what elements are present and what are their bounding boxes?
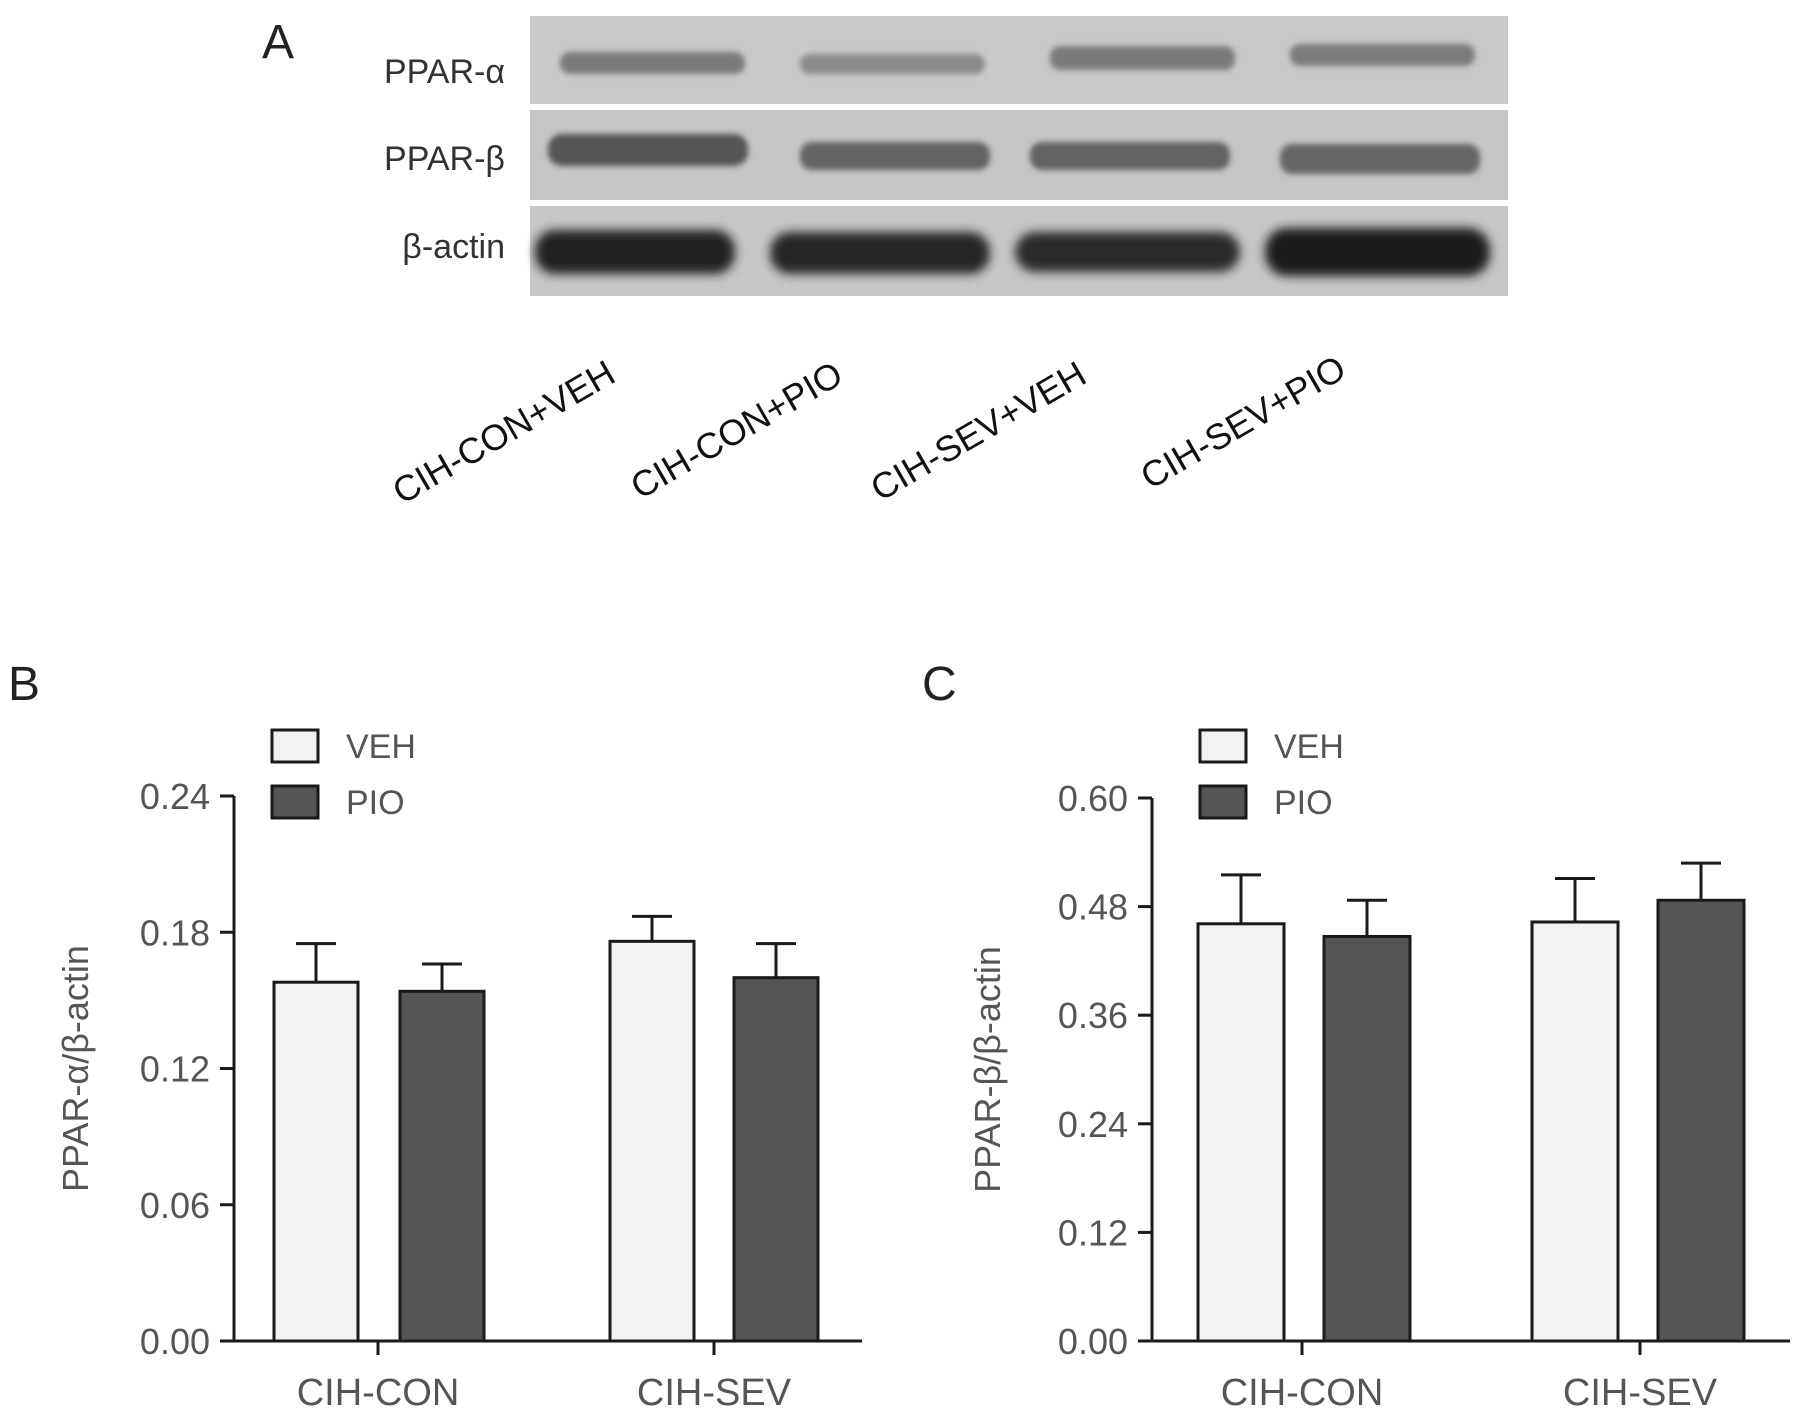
legend: VEH PIO xyxy=(270,728,416,822)
blot-band xyxy=(800,142,990,170)
y-tick-label: 0.12 xyxy=(1058,1212,1128,1253)
legend-swatch-veh xyxy=(270,728,320,764)
y-tick-label: 0.24 xyxy=(140,776,210,817)
y-tick-label: 0.06 xyxy=(140,1185,210,1226)
y-axis-label: PPAR-α/β-actin xyxy=(55,945,96,1192)
panel-b-chart: B VEH PIO PPAR-α/β-actin 0.00 0.06 0.12 0.18 0.2… xyxy=(8,658,862,1414)
y-axis-label: PPAR-β/β-actin xyxy=(967,946,1008,1193)
legend-swatch-veh xyxy=(1198,728,1248,764)
panel-a-label: A xyxy=(262,16,294,69)
legend-label-pio: PIO xyxy=(1274,784,1333,822)
bar-cih-con-pio xyxy=(398,989,486,1343)
y-tick-label: 0.18 xyxy=(140,912,210,953)
bar-cih-sev-pio xyxy=(1656,898,1746,1343)
lane-label-2: CIH-CON+PIO xyxy=(624,353,850,507)
lane-label-3: CIH-SEV+VEH xyxy=(864,353,1093,509)
y-tick-label: 0.00 xyxy=(140,1321,210,1362)
legend-label-pio: PIO xyxy=(346,784,405,822)
blot-band xyxy=(535,230,735,274)
x-tick-label: CIH-SEV xyxy=(1563,1372,1718,1414)
blot-row-label-ppar-beta: PPAR-β xyxy=(384,140,505,178)
y-tick-label: 0.48 xyxy=(1058,887,1128,928)
legend-swatch-pio xyxy=(270,784,320,820)
bar-cih-sev-veh xyxy=(1530,920,1620,1343)
panel-c-chart: C VEH PIO PPAR-β/β-actin 0.00 0.12 0.24 0.36 0.4… xyxy=(922,658,1790,1414)
blot-band xyxy=(1280,144,1480,174)
legend-swatch-pio xyxy=(1198,784,1248,820)
panel-label: C xyxy=(922,658,957,711)
blot-band xyxy=(1290,44,1475,66)
y-tick-label: 0.24 xyxy=(1058,1104,1128,1145)
y-tick-label: 0.00 xyxy=(1058,1321,1128,1362)
bar-cih-con-veh xyxy=(1196,922,1286,1343)
y-tick-label: 0.12 xyxy=(140,1049,210,1090)
panel-a: A PPAR-α PPAR-β β-actin CI xyxy=(262,16,1508,512)
blot-band xyxy=(1050,46,1235,70)
bar-cih-con-veh xyxy=(272,980,360,1343)
lane-label-1: CIH-CON+VEH xyxy=(386,352,622,512)
legend-label-veh: VEH xyxy=(346,728,416,766)
blot-row-label-beta-actin: β-actin xyxy=(402,228,505,266)
blot-band xyxy=(1015,232,1240,272)
blot-band xyxy=(770,232,990,274)
y-tick-label: 0.60 xyxy=(1058,778,1128,819)
blot-band xyxy=(1030,142,1230,170)
blot-band xyxy=(548,134,748,166)
legend: VEH PIO xyxy=(1198,728,1344,822)
legend-label-veh: VEH xyxy=(1274,728,1344,766)
bar-cih-sev-veh xyxy=(608,939,696,1343)
blot-row-label-ppar-alpha: PPAR-α xyxy=(384,53,505,91)
y-tick-label: 0.36 xyxy=(1058,995,1128,1036)
panel-label: B xyxy=(8,658,40,711)
blot-band xyxy=(1265,228,1490,276)
bar-cih-sev-pio xyxy=(732,976,820,1343)
x-tick-label: CIH-SEV xyxy=(637,1372,792,1414)
blot-band xyxy=(560,52,745,74)
blot-band xyxy=(800,54,985,74)
x-tick-label: CIH-CON xyxy=(1221,1372,1384,1414)
lane-label-4: CIH-SEV+PIO xyxy=(1134,347,1353,497)
bar-cih-con-pio xyxy=(1322,934,1412,1343)
x-tick-label: CIH-CON xyxy=(297,1372,460,1414)
